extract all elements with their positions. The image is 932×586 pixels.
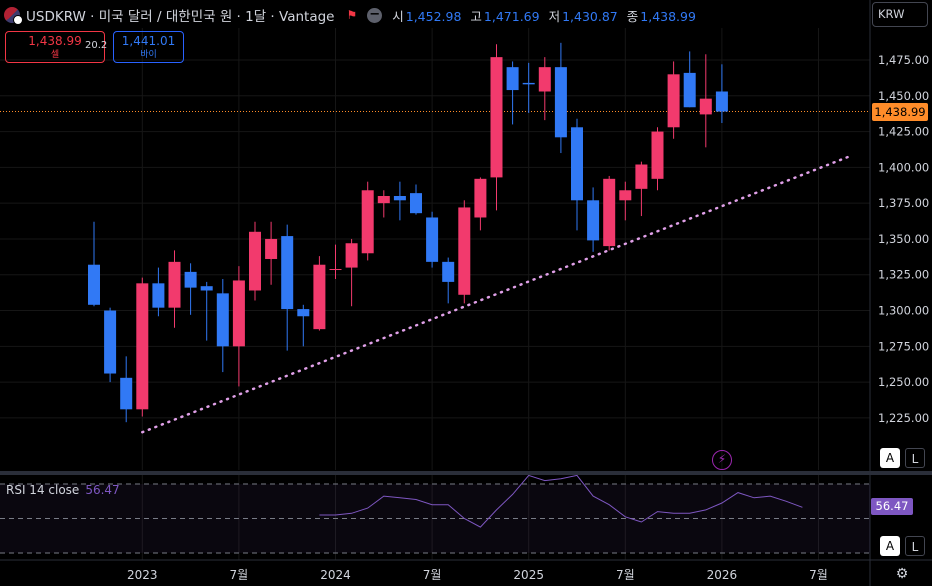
symbol-header: USDKRW · 미국 달러 / 대한민국 원 · 1달 · Vantage ⚑… bbox=[4, 5, 701, 25]
candle-body bbox=[554, 67, 567, 138]
candle-body bbox=[490, 57, 503, 178]
rsi-log-scale-button[interactable]: L bbox=[905, 536, 925, 556]
spread-value: 20.2 bbox=[85, 40, 108, 51]
price-tick-label: 1,350.00 bbox=[878, 232, 929, 246]
candle-body bbox=[587, 200, 600, 241]
low-value: 1,430.87 bbox=[562, 8, 618, 24]
pane-separator bbox=[0, 471, 932, 475]
candle-body bbox=[216, 293, 229, 347]
candle-body bbox=[667, 74, 680, 128]
candle-body bbox=[281, 236, 294, 310]
candle-body bbox=[104, 310, 117, 374]
candle-body bbox=[474, 178, 487, 218]
price-tick-label: 1,300.00 bbox=[878, 304, 929, 318]
candle-body bbox=[265, 238, 278, 259]
candle-body bbox=[152, 283, 165, 308]
trend-line bbox=[141, 154, 852, 434]
candle-body bbox=[88, 264, 100, 305]
candle-body bbox=[522, 82, 535, 85]
candle-body bbox=[184, 271, 197, 288]
candle-body bbox=[426, 217, 439, 262]
candle-body bbox=[329, 269, 342, 271]
candle-body bbox=[345, 243, 358, 268]
candle-body bbox=[410, 193, 422, 214]
us-kr-flag-icon bbox=[4, 7, 23, 25]
high-label: 고 bbox=[470, 8, 482, 24]
candle-body bbox=[232, 280, 245, 347]
time-tick-label: 7월 bbox=[809, 568, 828, 582]
time-tick-label: 2023 bbox=[127, 568, 158, 582]
candle-body bbox=[715, 91, 728, 112]
candle-body bbox=[699, 98, 712, 115]
rsi-legend-value: 56.47 bbox=[85, 483, 120, 497]
candle-body bbox=[361, 190, 374, 254]
candle-body bbox=[619, 190, 632, 201]
price-tick-label: 1,250.00 bbox=[878, 375, 929, 389]
high-value: 1,471.69 bbox=[483, 8, 540, 24]
price-tick-label: 1,400.00 bbox=[878, 160, 929, 174]
time-tick-label: 7월 bbox=[616, 568, 635, 582]
price-tick-label: 1,425.00 bbox=[878, 125, 929, 139]
close-label: 종 bbox=[626, 8, 639, 24]
buy-price: 1,441.01 bbox=[121, 34, 176, 48]
symbol-title[interactable]: USDKRW · 미국 달러 / 대한민국 원 · 1달 · Vantage bbox=[26, 9, 335, 25]
buy-label: 바이 bbox=[140, 50, 157, 60]
price-tick-label: 1,275.00 bbox=[878, 339, 929, 353]
candle-body bbox=[506, 67, 519, 91]
ohlc-readout: 시 1,452.98 고 1,471.69 저 1,430.87 종 1,438.99 bbox=[392, 6, 701, 25]
time-tick-label: 7월 bbox=[230, 568, 249, 582]
time-tick-label: 7월 bbox=[423, 568, 442, 582]
rsi-label: RSI 14 close bbox=[6, 483, 80, 497]
price-tick-label: 1,325.00 bbox=[878, 268, 929, 282]
gear-icon[interactable]: ⚙ bbox=[895, 566, 909, 582]
minus-circle-icon[interactable]: − bbox=[367, 7, 383, 23]
candle-body bbox=[377, 196, 390, 204]
candle-body bbox=[120, 377, 133, 410]
flag-marker-icon[interactable]: ⚑ bbox=[346, 8, 358, 22]
buy-button[interactable]: 1,441.01 바이 bbox=[113, 31, 184, 63]
auto-scale-button[interactable]: A bbox=[880, 448, 900, 468]
time-tick-label: 2024 bbox=[320, 568, 351, 582]
candle-body bbox=[683, 72, 696, 108]
candle-body bbox=[249, 231, 261, 291]
price-tick-label: 1,375.00 bbox=[878, 196, 929, 210]
lightning-icon[interactable]: ⚡ bbox=[712, 450, 732, 470]
candle-body bbox=[538, 67, 551, 92]
candle-body bbox=[313, 264, 326, 330]
candle-body bbox=[393, 196, 406, 201]
sell-label: 셀 bbox=[50, 50, 60, 60]
open-label: 시 bbox=[392, 8, 404, 24]
rsi-auto-scale-button[interactable]: A bbox=[880, 536, 900, 556]
price-tick-label: 1,475.00 bbox=[878, 53, 929, 67]
rsi-line bbox=[319, 474, 803, 528]
open-value: 1,452.98 bbox=[405, 8, 462, 24]
price-tick-label: 1,450.00 bbox=[878, 89, 929, 103]
candle-body bbox=[200, 286, 213, 291]
close-value: 1,438.99 bbox=[640, 8, 696, 24]
currency-button[interactable]: KRW bbox=[872, 2, 928, 27]
rsi-axis-label: 56.47 bbox=[871, 498, 913, 515]
candle-body bbox=[458, 207, 471, 295]
candle-body bbox=[571, 127, 583, 201]
rsi-legend[interactable]: RSI 14 close 56.47 bbox=[6, 483, 120, 497]
candle-body bbox=[297, 309, 310, 317]
candle-body bbox=[603, 178, 616, 247]
candle-body bbox=[442, 261, 455, 282]
sell-price: 1,438.99 bbox=[28, 34, 82, 48]
candle-body bbox=[635, 164, 648, 189]
log-scale-button[interactable]: L bbox=[905, 448, 925, 468]
candle-body bbox=[168, 261, 181, 308]
candle-body bbox=[651, 131, 664, 179]
time-tick-label: 2026 bbox=[707, 568, 738, 582]
candle-body bbox=[136, 283, 149, 410]
sell-button[interactable]: 1,438.99 셀 bbox=[5, 31, 105, 63]
last-price-label: 1,438.99 bbox=[872, 103, 928, 121]
price-tick-label: 1,225.00 bbox=[878, 411, 929, 425]
time-tick-label: 2025 bbox=[513, 568, 544, 582]
low-label: 저 bbox=[548, 8, 561, 24]
